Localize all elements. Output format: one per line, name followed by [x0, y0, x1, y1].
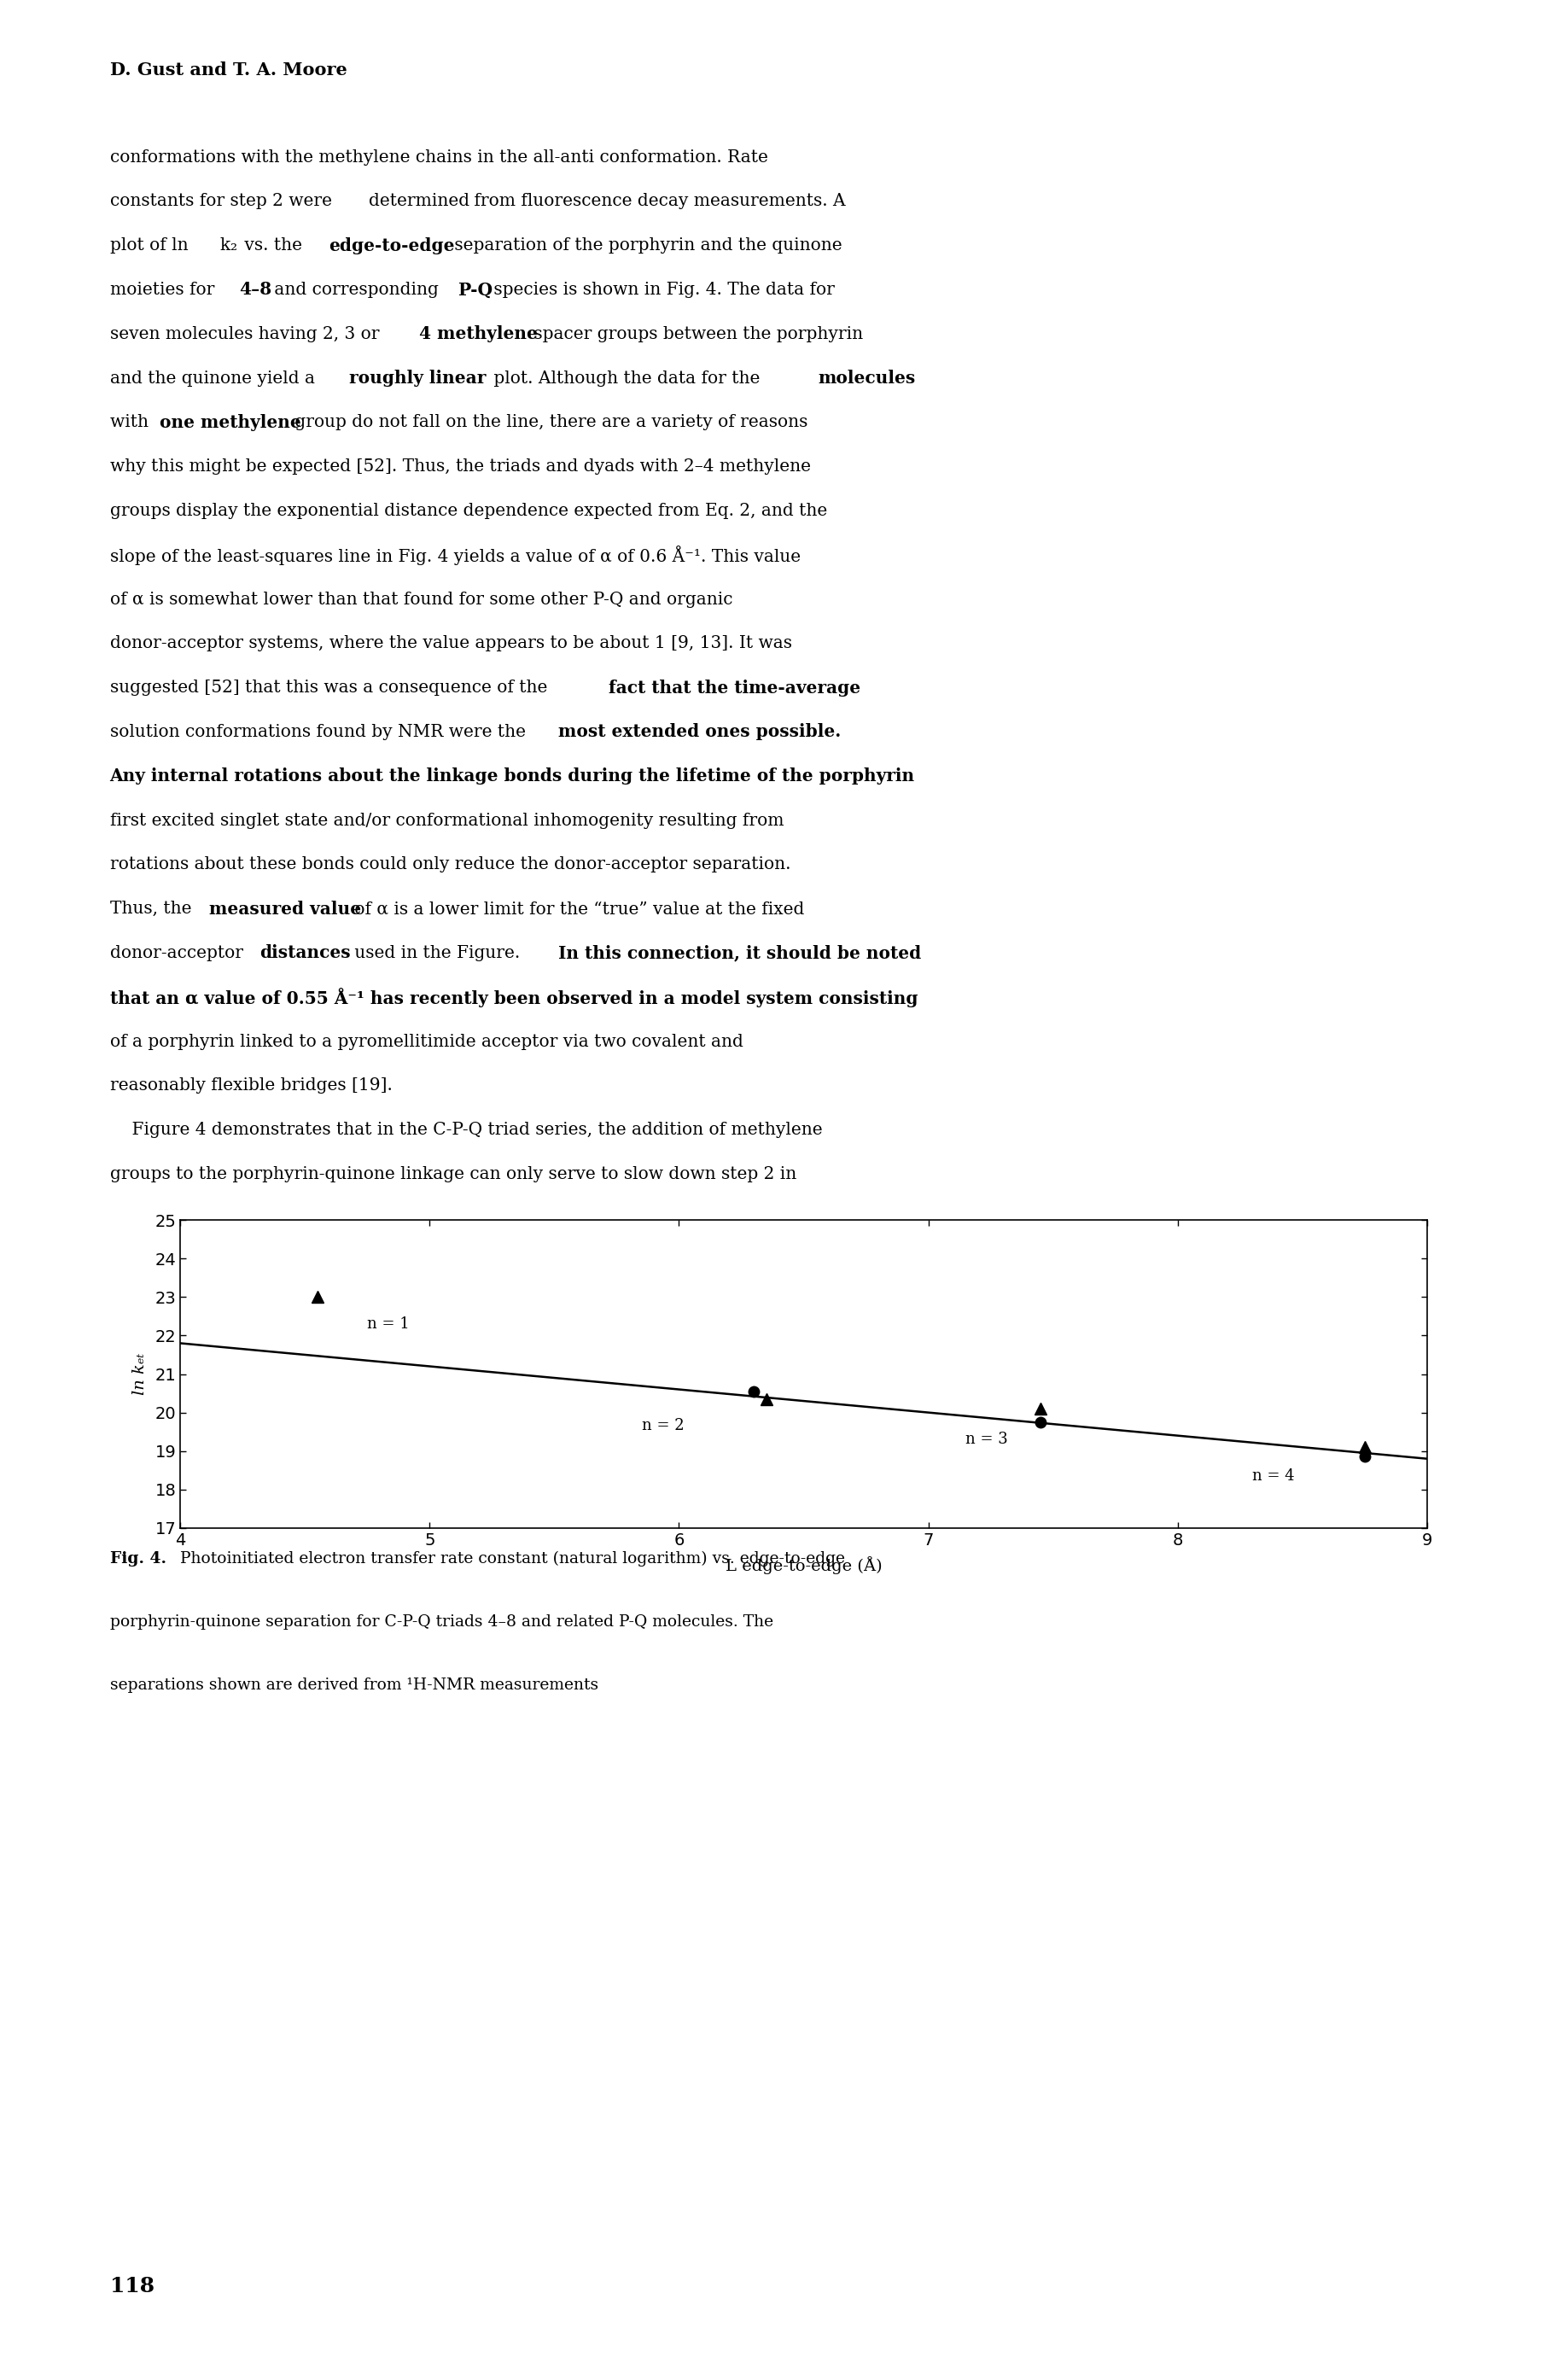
Text: moieties for: moieties for: [110, 282, 220, 298]
Text: seven molecules having 2, 3 or: seven molecules having 2, 3 or: [110, 327, 384, 341]
Text: species is shown in Fig. 4. The data for: species is shown in Fig. 4. The data for: [489, 282, 836, 298]
Text: Figure 4 demonstrates that in the C-P-Q triad series, the addition of methylene: Figure 4 demonstrates that in the C-P-Q …: [110, 1123, 822, 1137]
Text: rotations about these bonds could only reduce the donor-acceptor separation.: rotations about these bonds could only r…: [110, 858, 790, 872]
Text: measured value: measured value: [210, 900, 362, 917]
Text: separation of the porphyrin and the quinone: separation of the porphyrin and the quin…: [448, 237, 842, 253]
Text: Fig. 4.: Fig. 4.: [110, 1552, 166, 1566]
Text: distances: distances: [259, 945, 350, 962]
Text: plot of ln: plot of ln: [110, 237, 193, 253]
Text: from fluorescence decay measurements. A: from fluorescence decay measurements. A: [469, 194, 845, 208]
Text: roughly linear: roughly linear: [350, 370, 486, 386]
Text: spacer groups between the porphyrin: spacer groups between the porphyrin: [528, 327, 864, 341]
Text: 4–8: 4–8: [240, 282, 271, 298]
Text: donor-acceptor: donor-acceptor: [110, 945, 248, 962]
Text: n = 1: n = 1: [367, 1317, 409, 1331]
Text: of α is somewhat lower than that found for some other P-Q and organic: of α is somewhat lower than that found f…: [110, 592, 732, 606]
Text: groups to the porphyrin-quinone linkage can only serve to slow down step 2 in: groups to the porphyrin-quinone linkage …: [110, 1166, 797, 1182]
Y-axis label: ln kₑₜ: ln kₑₜ: [132, 1353, 147, 1395]
Text: 118: 118: [110, 2277, 154, 2296]
Text: donor-acceptor systems, where the value appears to be about 1 [9, 13]. It was: donor-acceptor systems, where the value …: [110, 635, 792, 651]
Text: group do not fall on the line, there are a variety of reasons: group do not fall on the line, there are…: [289, 415, 808, 431]
Text: constants for step 2 were: constants for step 2 were: [110, 194, 337, 208]
Text: molecules: molecules: [817, 370, 916, 386]
Text: groups display the exponential distance dependence expected from Eq. 2, and the: groups display the exponential distance …: [110, 502, 826, 519]
Text: why this might be expected [52]. Thus, the triads and dyads with 2–4 methylene: why this might be expected [52]. Thus, t…: [110, 460, 811, 474]
Text: separations shown are derived from ¹H-NMR measurements: separations shown are derived from ¹H-NM…: [110, 1677, 597, 1691]
Text: with: with: [110, 415, 154, 431]
Text: porphyrin-quinone separation for C-P-Q triads 4–8 and related P-Q molecules. The: porphyrin-quinone separation for C-P-Q t…: [110, 1613, 773, 1630]
Text: of a porphyrin linked to a pyromellitimide acceptor via two covalent and: of a porphyrin linked to a pyromellitimi…: [110, 1033, 743, 1049]
Text: used in the Figure.: used in the Figure.: [350, 945, 525, 962]
Text: suggested [52] that this was a consequence of the: suggested [52] that this was a consequen…: [110, 680, 552, 696]
Text: and the quinone yield a: and the quinone yield a: [110, 370, 320, 386]
Text: n = 3: n = 3: [966, 1431, 1008, 1447]
Text: Photoinitiated electron transfer rate constant (natural logarithm) vs. edge-to-e: Photoinitiated electron transfer rate co…: [174, 1552, 845, 1566]
Text: solution conformations found by NMR were the: solution conformations found by NMR were…: [110, 725, 532, 739]
Text: n = 4: n = 4: [1253, 1469, 1295, 1483]
Text: one methylene: one methylene: [160, 415, 301, 431]
Text: slope of the least-squares line in Fig. 4 yields a value of α of 0.6 Å⁻¹. This v: slope of the least-squares line in Fig. …: [110, 545, 800, 564]
Text: In this connection, it should be noted: In this connection, it should be noted: [558, 945, 922, 962]
Text: ₂: ₂: [229, 237, 237, 253]
Text: determined: determined: [368, 194, 470, 208]
Text: fact that the time-average: fact that the time-average: [608, 680, 861, 696]
X-axis label: L edge-to-edge (Å): L edge-to-edge (Å): [726, 1556, 881, 1575]
Text: reasonably flexible bridges [19].: reasonably flexible bridges [19].: [110, 1078, 392, 1094]
Text: D. Gust and T. A. Moore: D. Gust and T. A. Moore: [110, 62, 347, 78]
Text: plot. Although the data for the: plot. Although the data for the: [489, 370, 765, 386]
Text: most extended ones possible.: most extended ones possible.: [558, 723, 840, 741]
Text: that an α value of 0.55 Å⁻¹ has recently been observed in a model system consist: that an α value of 0.55 Å⁻¹ has recently…: [110, 988, 917, 1007]
Text: n = 2: n = 2: [641, 1419, 684, 1433]
Text: k: k: [220, 237, 230, 253]
Text: first excited singlet state and/or conformational inhomogenity resulting from: first excited singlet state and/or confo…: [110, 813, 784, 829]
Text: edge-to-edge: edge-to-edge: [329, 237, 455, 253]
Text: Any internal rotations about the linkage bonds during the lifetime of the porphy: Any internal rotations about the linkage…: [110, 768, 914, 784]
Text: and corresponding: and corresponding: [270, 282, 444, 298]
Text: of α is a lower limit for the “true” value at the fixed: of α is a lower limit for the “true” val…: [350, 900, 804, 917]
Text: vs. the: vs. the: [240, 237, 307, 253]
Text: P-Q: P-Q: [459, 282, 492, 298]
Text: Thus, the: Thus, the: [110, 900, 196, 917]
Text: 4 methylene: 4 methylene: [419, 325, 538, 344]
Text: conformations with the methylene chains in the all-anti conformation. Rate: conformations with the methylene chains …: [110, 149, 768, 166]
